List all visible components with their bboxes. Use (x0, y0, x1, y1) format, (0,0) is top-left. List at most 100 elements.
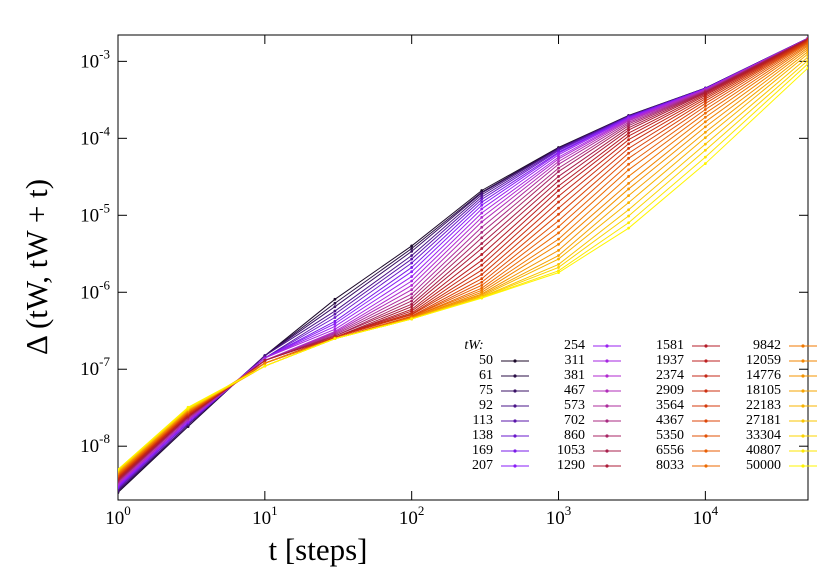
series-point (480, 273, 484, 276)
series-point (627, 131, 630, 135)
legend-label: 1937 (656, 353, 684, 368)
series-point (557, 263, 560, 266)
series-point (627, 134, 630, 138)
series-point (703, 108, 707, 111)
series-point (806, 58, 808, 62)
series-point (333, 312, 337, 316)
series-line (118, 51, 808, 472)
legend-marker (605, 434, 609, 438)
series-point (480, 263, 484, 267)
legend-marker (704, 344, 708, 348)
series-point (627, 151, 630, 155)
legend-marker (704, 389, 708, 393)
legend-marker (513, 374, 517, 378)
series-point (410, 279, 414, 283)
legend-marker (801, 449, 805, 453)
series-point (263, 354, 267, 358)
legend-marker (605, 359, 609, 363)
legend-marker (704, 464, 708, 468)
series-point (557, 194, 560, 198)
legend-marker (801, 344, 805, 348)
series-point (480, 220, 484, 224)
series-point (333, 322, 337, 326)
series-point (333, 305, 337, 309)
series-point (557, 271, 560, 275)
legend-label: 6556 (656, 443, 684, 458)
series-point (806, 62, 808, 66)
series-point (480, 195, 484, 199)
legend-marker (605, 419, 609, 423)
legend-label: 467 (564, 383, 585, 398)
legend-marker (513, 434, 517, 438)
series-line (118, 63, 808, 470)
legend-label: 1290 (557, 458, 585, 473)
series-point (627, 146, 630, 150)
series-point (557, 257, 560, 261)
series-point (557, 237, 560, 241)
x-tick-label: 101 (252, 503, 278, 529)
series-point (333, 327, 337, 331)
series-point (703, 136, 707, 140)
legend-marker (704, 374, 708, 378)
legend-marker (801, 464, 805, 468)
series-point (627, 162, 630, 166)
series-point (557, 266, 560, 269)
series-point (557, 225, 560, 229)
series-point (627, 126, 630, 130)
series-point (806, 52, 808, 56)
series-line (118, 38, 808, 484)
series-point (480, 193, 484, 197)
legend-marker (704, 419, 708, 423)
series-point (410, 249, 414, 253)
series-point (703, 120, 707, 124)
series-point (557, 179, 560, 183)
y-axis-label: Δ (tW, tW + t) (19, 179, 54, 355)
series-point (480, 225, 484, 229)
y-tick-label: 10-3 (80, 46, 110, 72)
legend-label: 92 (479, 398, 493, 413)
series-point (557, 170, 560, 173)
series-point (627, 201, 630, 205)
legend-label: 1581 (656, 338, 684, 353)
legend-marker (513, 404, 517, 408)
series-point (557, 189, 560, 192)
series-point (557, 231, 560, 235)
legend-label: 40807 (746, 443, 781, 458)
legend-label: 311 (565, 353, 585, 368)
legend-marker (513, 359, 517, 363)
series-point (480, 277, 484, 281)
series-point (627, 208, 630, 212)
series-point (410, 244, 414, 248)
series-point (410, 317, 414, 321)
series-point (410, 302, 414, 306)
series-point (480, 197, 484, 201)
legend-label: 8033 (656, 458, 684, 473)
series-point (410, 247, 414, 250)
y-tick-label: 10-4 (80, 123, 110, 149)
series-point (703, 155, 707, 159)
series-point (557, 184, 560, 188)
legend-label: 573 (564, 398, 585, 413)
legend-label: 207 (472, 458, 493, 473)
series-point (703, 125, 707, 129)
series-point (333, 325, 337, 328)
series-point (627, 181, 630, 185)
x-tick-label: 100 (105, 503, 131, 529)
series-point (410, 261, 414, 265)
y-tick-label: 10-6 (80, 277, 110, 303)
series-point (627, 156, 630, 160)
legend-marker (801, 419, 805, 423)
series-point (480, 211, 484, 215)
plot-frame (117, 34, 809, 501)
series-point (703, 99, 707, 103)
legend-label: 169 (472, 443, 493, 458)
legend-marker (605, 449, 609, 453)
legend-label: 9842 (753, 338, 781, 353)
series-line (118, 42, 808, 476)
legend-label: 50000 (746, 458, 781, 473)
series-point (627, 128, 630, 132)
legend-label: 22183 (746, 398, 781, 413)
series-point (703, 130, 707, 134)
series-point (480, 296, 484, 300)
